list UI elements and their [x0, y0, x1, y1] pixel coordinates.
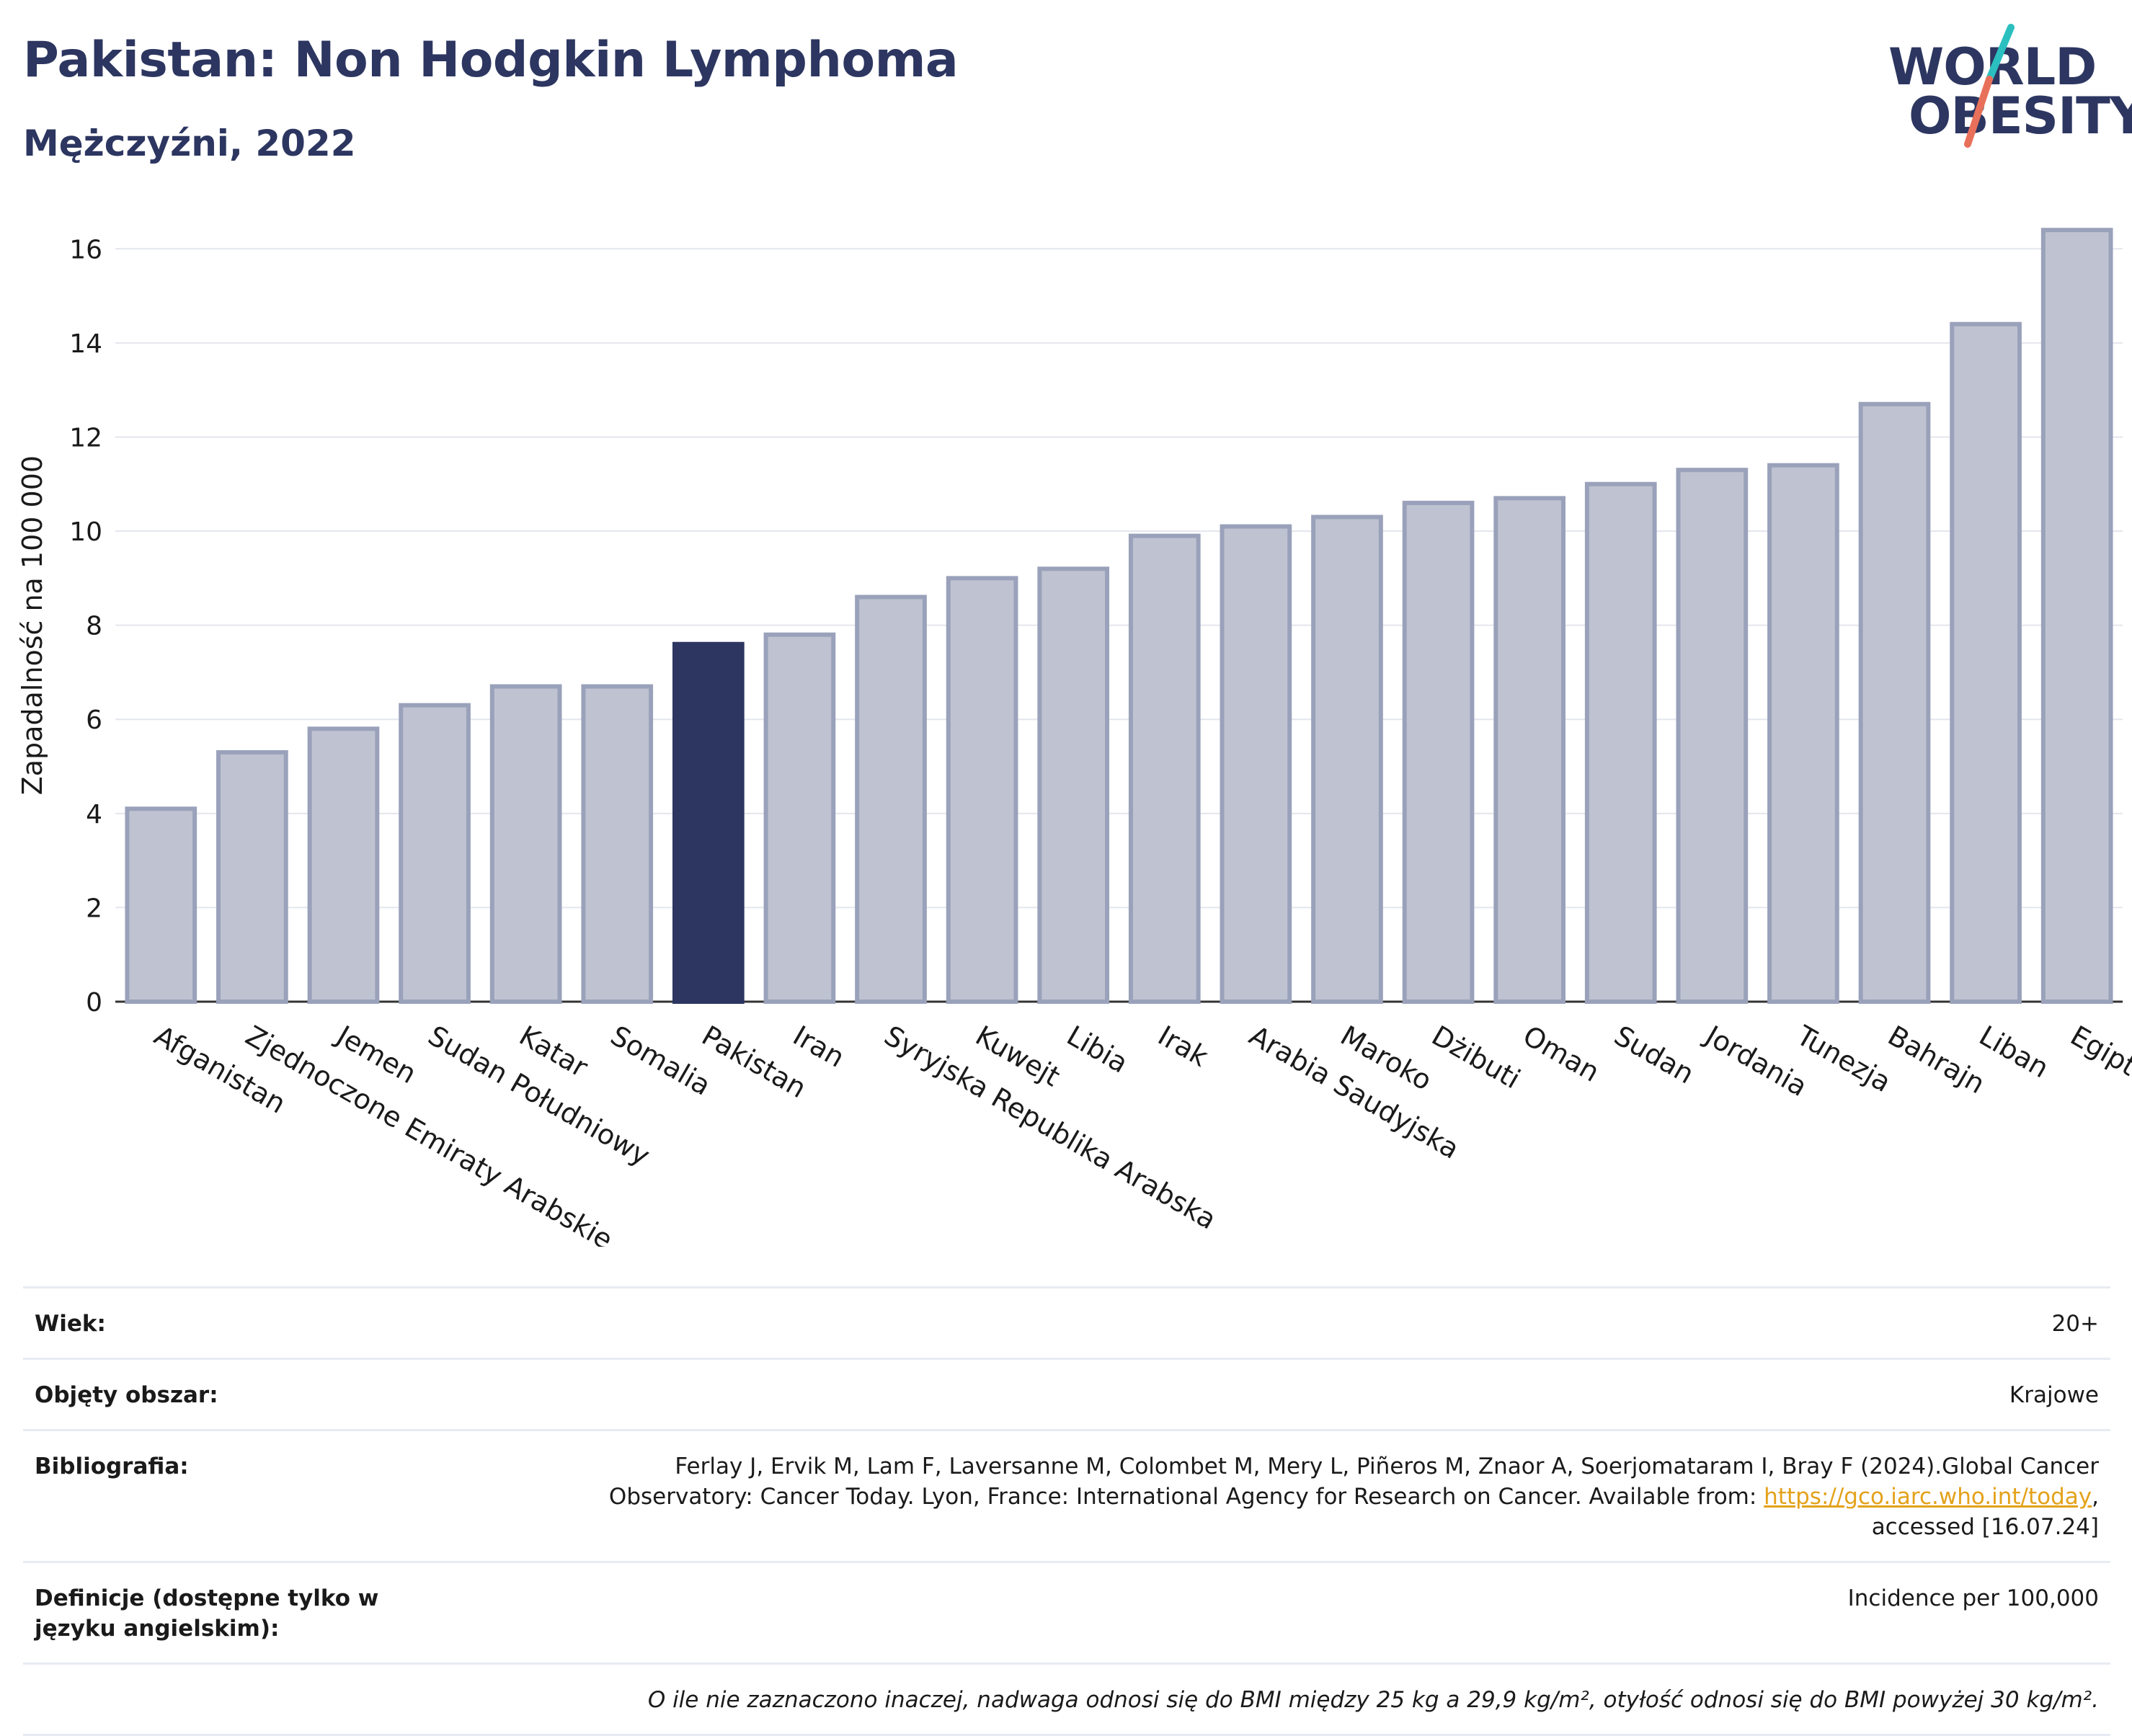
bar: [855, 595, 927, 1004]
bar: [1128, 533, 1201, 1004]
x-tick-label: Sudan: [1609, 1020, 1700, 1090]
x-tick-label: Somalia: [605, 1020, 716, 1102]
coverage-label: Objęty obszar:: [35, 1382, 218, 1408]
bibliography-text-2: Observatory: Cancer Today. Lyon, France:…: [608, 1484, 1764, 1510]
coverage-value: Krajowe: [2009, 1382, 2099, 1408]
x-tick-label: Irak: [1152, 1020, 1213, 1073]
bar: [1220, 524, 1292, 1004]
chart-bars: [125, 228, 2113, 1005]
bibliography-label: Bibliografia:: [35, 1454, 189, 1479]
bar: [1767, 463, 1839, 1005]
bibliography-text-4: accessed [16.07.24]: [1871, 1514, 2099, 1540]
y-tick-label: 4: [86, 800, 102, 829]
info-table: Wiek: 20+ Objęty obszar: Krajowe Bibliog…: [23, 1286, 2110, 1736]
bar: [307, 726, 380, 1004]
x-tick-label: Bahrajn: [1883, 1020, 1990, 1100]
y-tick-label: 0: [86, 988, 102, 1018]
page-subtitle: Mężczyźni, 2022: [23, 123, 356, 164]
bar: [763, 632, 836, 1004]
y-tick-label: 14: [69, 329, 102, 359]
bibliography-text-1: Ferlay J, Ervik M, Lam F, Laversanne M, …: [675, 1454, 2099, 1479]
x-tick-label: Tunezja: [1791, 1019, 1897, 1098]
bar: [1493, 496, 1565, 1004]
bar: [1584, 481, 1657, 1004]
x-tick-label: Oman: [1518, 1020, 1605, 1088]
page-title: Pakistan: Non Hodgkin Lymphoma: [23, 32, 959, 89]
info-row-definitions: Definicje (dostępne tylko w języku angie…: [23, 1561, 2110, 1662]
x-tick-label: Pakistan: [696, 1020, 812, 1105]
bibliography-value: Ferlay J, Ervik M, Lam F, Laversanne M, …: [467, 1451, 2099, 1542]
info-row-footnote: O ile nie zaznaczono inaczej, nadwaga od…: [23, 1662, 2110, 1736]
bar: [399, 703, 471, 1004]
bar: [581, 684, 654, 1004]
bar: [216, 749, 288, 1004]
y-axis-label: Zapadalność na 100 000: [17, 455, 48, 795]
y-tick-label: 12: [69, 423, 102, 453]
logo-slash-icon: [1964, 24, 2015, 148]
bar: [1037, 566, 1110, 1004]
bar: [1858, 401, 1931, 1004]
bar: [489, 684, 562, 1004]
bar: [2040, 228, 2113, 1004]
x-tick-label: Jordania: [1699, 1019, 1813, 1103]
world-obesity-logo: WORLD OBESITY: [1874, 22, 2132, 151]
x-tick-label: Egipt: [2065, 1020, 2132, 1082]
bar: [125, 806, 197, 1004]
age-value: 20+: [2051, 1311, 2099, 1337]
y-tick-label: 16: [69, 235, 102, 264]
y-tick-label: 10: [69, 517, 102, 547]
info-row-bibliography: Bibliografia: Ferlay J, Ervik M, Lam F, …: [23, 1429, 2110, 1561]
logo-line-2: OBESITY: [1909, 86, 2132, 146]
x-tick-label: Dżibuti: [1426, 1020, 1526, 1095]
x-tick-label: Libia: [1062, 1020, 1134, 1080]
age-label: Wiek:: [35, 1311, 106, 1337]
bibliography-text-3: ,: [2092, 1484, 2099, 1510]
bar: [1311, 515, 1383, 1004]
footnote-text: O ile nie zaznaczono inaczej, nadwaga od…: [647, 1687, 2099, 1713]
y-tick-label: 2: [86, 894, 102, 923]
y-tick-label: 8: [86, 612, 102, 641]
bar: [946, 576, 1018, 1004]
y-tick-label: 6: [86, 705, 102, 735]
info-row-age: Wiek: 20+: [23, 1286, 2110, 1358]
bar: [1676, 468, 1749, 1005]
x-tick-label: Iran: [788, 1020, 850, 1074]
bibliography-link[interactable]: https://gco.iarc.who.int/today: [1764, 1484, 2092, 1510]
definitions-value: Incidence per 100,000: [1847, 1585, 2099, 1611]
bar-highlight: [672, 641, 745, 1004]
bar: [1402, 500, 1475, 1005]
info-row-coverage: Objęty obszar: Krajowe: [23, 1358, 2110, 1429]
y-axis-ticks: 0 2 4 6 8 10 12 14 16: [69, 235, 102, 1018]
definitions-label: Definicje (dostępne tylko w języku angie…: [35, 1585, 379, 1642]
bar: [1950, 321, 2022, 1004]
